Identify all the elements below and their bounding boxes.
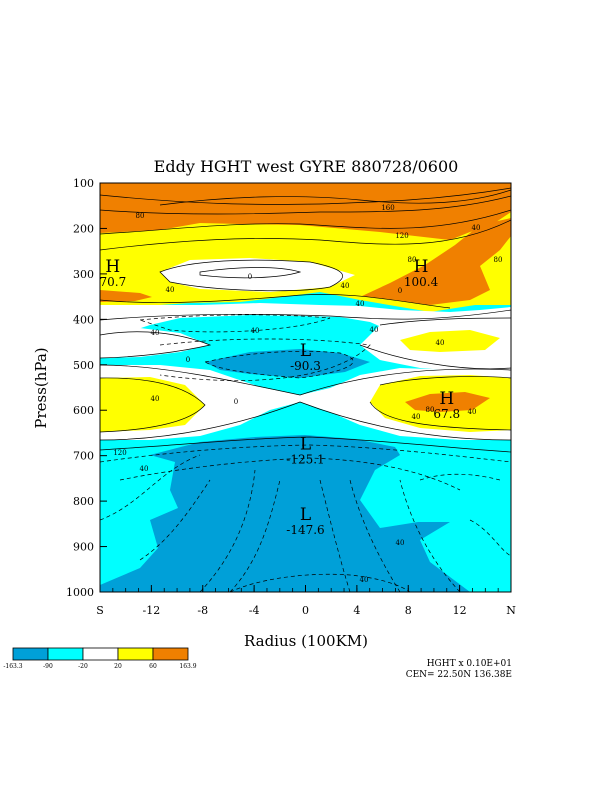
extremum-letter: H bbox=[105, 257, 120, 277]
x-tick-label: 4 bbox=[353, 604, 360, 617]
contour-labels: 80 160 120 80 40 0 40 80 40 0 40 40 40 0 40 40 0 40 40 40 80… bbox=[113, 204, 502, 584]
colorbar-segment bbox=[47, 647, 84, 661]
contour-label: 40 bbox=[166, 286, 175, 294]
y-tick-label: 200 bbox=[73, 222, 94, 235]
contour-label: 80 bbox=[494, 256, 503, 264]
contour-label: 0 bbox=[186, 356, 190, 364]
contour-label: 40 bbox=[341, 282, 350, 290]
x-tick-label: N bbox=[506, 604, 516, 617]
colorbar-label: -20 bbox=[78, 663, 88, 670]
extremum-letter: H bbox=[439, 389, 454, 409]
y-tick-label: 300 bbox=[73, 268, 94, 281]
colorbar-segment bbox=[152, 647, 189, 661]
contour-label: 80 bbox=[136, 212, 145, 220]
colorbar-label: -90 bbox=[43, 663, 53, 670]
footer-center-text: CEN= 22.50N 136.38E bbox=[406, 670, 512, 680]
x-tick-label: 8 bbox=[405, 604, 412, 617]
y-axis-label: Press(hPa) bbox=[32, 347, 50, 428]
contour-lines bbox=[100, 187, 511, 453]
colorbar-segment bbox=[12, 647, 49, 661]
footer-scale-text: HGHT x 0.10E+01 bbox=[427, 659, 512, 669]
x-tick-label: -12 bbox=[143, 604, 161, 617]
y-tick-label: 900 bbox=[73, 541, 94, 554]
contour-label: 0 bbox=[234, 398, 238, 406]
fill-orange-top bbox=[100, 183, 511, 240]
colorbar-label: -163.3 bbox=[3, 663, 22, 670]
y-tick-label: 600 bbox=[73, 404, 94, 417]
y-tick-label: 800 bbox=[73, 495, 94, 508]
extremum-letter: L bbox=[300, 341, 311, 361]
extremum-value: 70.7 bbox=[99, 275, 126, 289]
extremum-letter: H bbox=[414, 257, 429, 277]
colorbar-label: 60 bbox=[149, 663, 157, 670]
extremum-value: -147.6 bbox=[286, 523, 324, 537]
extremum-value: 67.8 bbox=[433, 407, 460, 421]
fill-orange-right bbox=[362, 218, 511, 305]
contour-label: 80 bbox=[426, 406, 435, 414]
contour-label: 0 bbox=[398, 287, 402, 295]
contour-label: 40 bbox=[360, 576, 369, 584]
fill-blue-500 bbox=[205, 349, 370, 378]
contour-label: 40 bbox=[151, 329, 160, 337]
contour-label: 160 bbox=[381, 204, 394, 212]
fill-orange-right-low bbox=[405, 392, 490, 412]
contour-label: 40 bbox=[356, 300, 365, 308]
fill-orange-left bbox=[100, 290, 152, 302]
contour-label: 40 bbox=[468, 408, 477, 416]
contour-label: 80 bbox=[408, 256, 417, 264]
fill-white-upper bbox=[160, 258, 355, 292]
contour-lines-dashed bbox=[100, 314, 511, 592]
x-tick-label: -8 bbox=[197, 604, 208, 617]
contour-label: 40 bbox=[370, 326, 379, 334]
colorbar-segment bbox=[82, 647, 119, 661]
x-tick-label: 0 bbox=[302, 604, 309, 617]
y-tick-label: 400 bbox=[73, 313, 94, 326]
contour-label: 0 bbox=[248, 273, 252, 281]
extremum-letter: L bbox=[300, 434, 311, 454]
contour-label: 40 bbox=[396, 539, 405, 547]
y-tick-label: 1000 bbox=[66, 586, 94, 599]
extremum-value: -90.3 bbox=[290, 359, 321, 373]
colorbar-label: 163.9 bbox=[179, 663, 196, 670]
contour-label: 40 bbox=[140, 465, 149, 473]
contour-label: 40 bbox=[472, 224, 481, 232]
x-tick-label: S bbox=[96, 604, 104, 617]
axis-ticks: S -12 -8 -4 0 4 8 12 N10020030040050060070080090… bbox=[66, 177, 516, 617]
extremum-letter: L bbox=[300, 505, 311, 525]
y-tick-label: 700 bbox=[73, 450, 94, 463]
x-tick-label: 12 bbox=[453, 604, 467, 617]
y-tick-label: 500 bbox=[73, 359, 94, 372]
contour-label: 40 bbox=[251, 327, 260, 335]
contour-label: 40 bbox=[151, 395, 160, 403]
x-axis-label: Radius (100KM) bbox=[244, 632, 368, 650]
contour-label: 40 bbox=[436, 339, 445, 347]
contour-label: 120 bbox=[395, 232, 408, 240]
fill-yellow-right-mid bbox=[400, 330, 500, 352]
fill-yellow-left bbox=[100, 377, 205, 432]
colorbar-label: 20 bbox=[114, 663, 122, 670]
colorbar-segment bbox=[117, 647, 154, 661]
contour-label: 40 bbox=[412, 413, 421, 421]
colorbar: -163.3 -90 -20 20 60 163.9 bbox=[3, 647, 197, 670]
x-tick-label: -4 bbox=[249, 604, 260, 617]
extremum-value: -125.1 bbox=[286, 452, 324, 466]
y-tick-label: 100 bbox=[73, 177, 94, 190]
extremum-value: 100.4 bbox=[404, 275, 439, 289]
chart-title: Eddy HGHT west GYRE 880728/0600 bbox=[154, 157, 459, 176]
contour-label: 120 bbox=[113, 449, 126, 457]
